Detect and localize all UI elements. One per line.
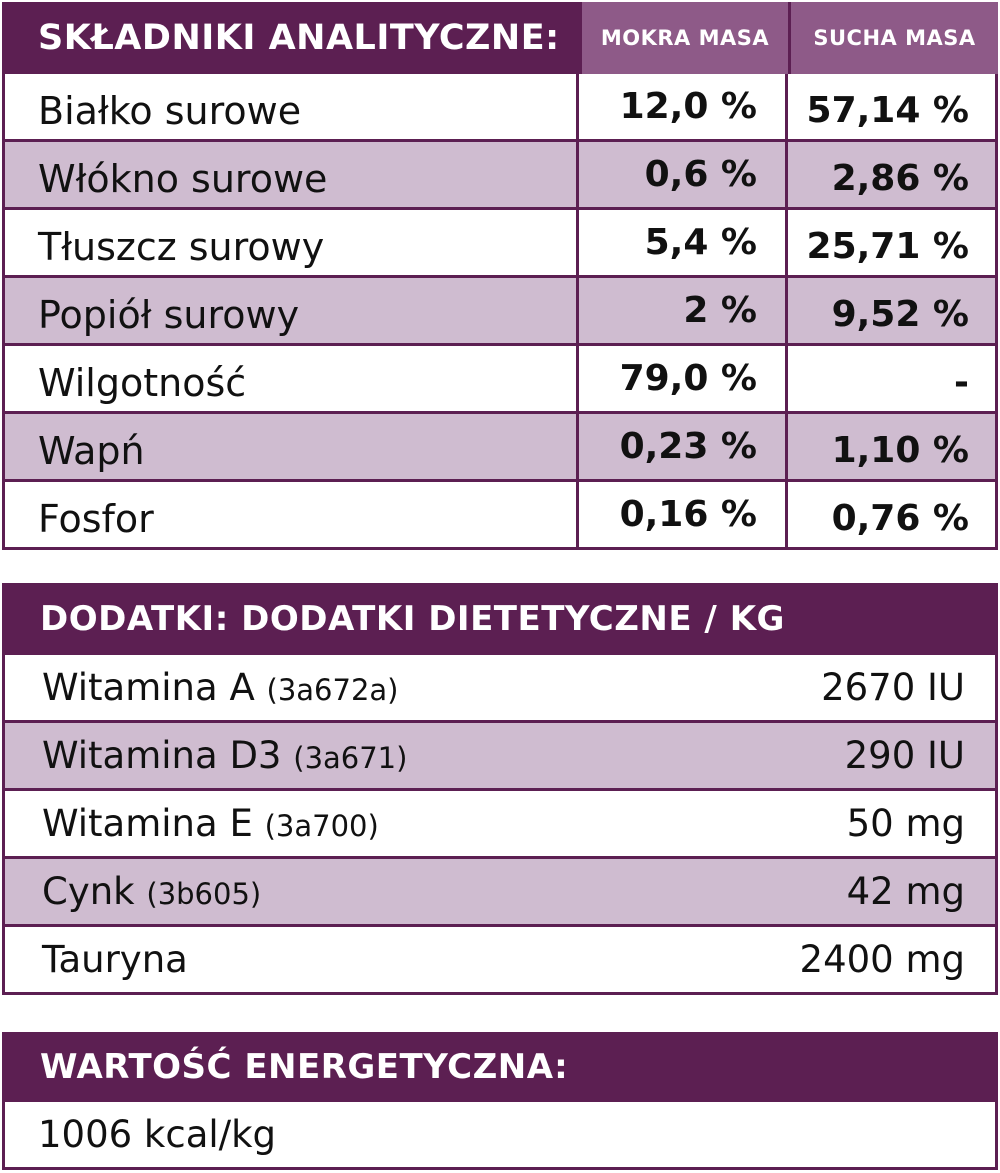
- table-row: Witamina E (3a700) 50 mg: [2, 791, 998, 859]
- additive-name: Witamina E: [42, 802, 253, 845]
- additive-value: 42 mg: [846, 870, 965, 913]
- energy-value: 1006 kcal/kg: [38, 1113, 277, 1156]
- nutrient-name: Białko surowe: [5, 74, 579, 139]
- additive-value: 290 IU: [844, 734, 965, 777]
- dry-value: 57,14 %: [806, 90, 969, 131]
- additive-value: 2400 mg: [799, 938, 965, 981]
- wet-value: 5,4 %: [579, 210, 788, 275]
- nutrient-name: Wilgotność: [5, 346, 579, 411]
- table-row: Białko surowe 12,0 % 57,14 %: [2, 74, 998, 142]
- analytical-table: SKŁADNIKI ANALITYCZNE: MOKRA MASA SUCHA …: [2, 2, 998, 550]
- energy-table: WARTOŚĆ ENERGETYCZNA: 1006 kcal/kg: [2, 1032, 998, 1170]
- nutrient-name: Fosfor: [5, 482, 579, 547]
- wet-value: 0,16 %: [579, 482, 788, 547]
- energy-value-row: 1006 kcal/kg: [2, 1102, 998, 1170]
- table-row: Cynk (3b605) 42 mg: [2, 859, 998, 927]
- additives-table: DODATKI: DODATKI DIETETYCZNE / KG Witami…: [2, 583, 998, 995]
- wet-value: 79,0 %: [579, 346, 788, 411]
- wet-mass-column-header: MOKRA MASA: [579, 2, 788, 74]
- nutrient-name: Włókno surowe: [5, 142, 579, 207]
- additive-code: (3b605): [146, 877, 262, 911]
- additive-label: Cynk (3b605): [42, 870, 261, 913]
- table-row: Witamina A (3a672a) 2670 IU: [2, 655, 998, 723]
- additive-name: Witamina D3: [42, 734, 282, 777]
- wet-value: 2 %: [579, 278, 788, 343]
- additive-name: Witamina A: [42, 666, 255, 709]
- wet-value: 0,23 %: [579, 414, 788, 479]
- additive-code: (3a700): [264, 809, 379, 843]
- dry-value: 2,86 %: [831, 158, 969, 199]
- dry-value: 1,10 %: [831, 430, 969, 471]
- analytical-title: SKŁADNIKI ANALITYCZNE:: [38, 18, 560, 58]
- additive-value: 2670 IU: [821, 666, 965, 709]
- table-row: Tauryna 2400 mg: [2, 927, 998, 995]
- additive-label: Tauryna: [42, 938, 188, 981]
- dry-value: 25,71 %: [806, 226, 969, 267]
- dry-mass-column-header: SUCHA MASA: [788, 2, 998, 74]
- nutrient-name: Tłuszcz surowy: [5, 210, 579, 275]
- table-row: Witamina D3 (3a671) 290 IU: [2, 723, 998, 791]
- additive-label: Witamina A (3a672a): [42, 666, 399, 709]
- analytical-header-row: SKŁADNIKI ANALITYCZNE: MOKRA MASA SUCHA …: [2, 2, 998, 74]
- energy-title: WARTOŚĆ ENERGETYCZNA:: [2, 1032, 998, 1102]
- dry-value: 9,52 %: [831, 294, 969, 335]
- additive-code: (3a672a): [266, 673, 399, 707]
- table-row: Popiół surowy 2 % 9,52 %: [2, 278, 998, 346]
- nutrient-name: Popiół surowy: [5, 278, 579, 343]
- table-row: Fosfor 0,16 % 0,76 %: [2, 482, 998, 550]
- wet-value: 12,0 %: [579, 74, 788, 139]
- additive-name: Tauryna: [42, 938, 188, 981]
- additive-label: Witamina D3 (3a671): [42, 734, 407, 777]
- additive-code: (3a671): [293, 741, 408, 775]
- table-row: Wapń 0,23 % 1,10 %: [2, 414, 998, 482]
- additives-title: DODATKI: DODATKI DIETETYCZNE / KG: [2, 583, 998, 655]
- additive-label: Witamina E (3a700): [42, 802, 379, 845]
- additive-value: 50 mg: [846, 802, 965, 845]
- additive-name: Cynk: [42, 870, 135, 913]
- nutrient-name: Wapń: [5, 414, 579, 479]
- dry-value: -: [954, 362, 969, 403]
- wet-value: 0,6 %: [579, 142, 788, 207]
- dry-value: 0,76 %: [831, 498, 969, 539]
- table-row: Włókno surowe 0,6 % 2,86 %: [2, 142, 998, 210]
- table-row: Tłuszcz surowy 5,4 % 25,71 %: [2, 210, 998, 278]
- table-row: Wilgotność 79,0 % -: [2, 346, 998, 414]
